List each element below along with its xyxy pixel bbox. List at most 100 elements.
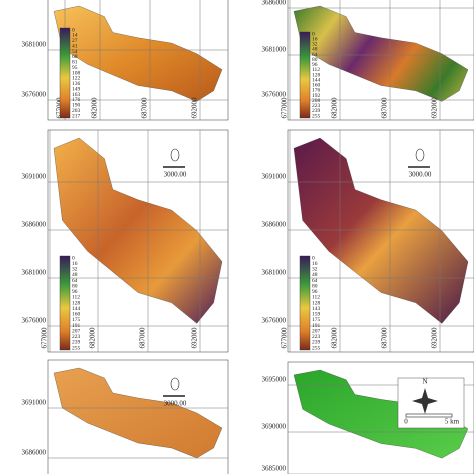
x-coordinate-label: 682000	[89, 327, 97, 349]
legend-label: 32	[72, 267, 78, 273]
legend-label: 64	[312, 52, 318, 58]
legend-label: 96	[72, 289, 78, 295]
scale-end: 5 km	[445, 418, 460, 426]
legend-label: 48	[312, 272, 318, 278]
x-coordinate-label: 692000	[191, 97, 199, 119]
x-coordinate-label: 687000	[381, 327, 389, 349]
legend-label: 16	[312, 261, 318, 267]
legend-label: 159	[312, 312, 321, 318]
legend-label: 149	[72, 86, 81, 92]
legend-label: 192	[312, 93, 321, 99]
scale-bar	[405, 413, 453, 418]
x-coordinate-label: 677000	[41, 327, 49, 349]
y-coordinate-label: 3691000	[22, 399, 47, 407]
y-coordinate-label: 3691000	[262, 173, 287, 181]
legend: 0163248648096112128144160176192208223239…	[299, 31, 321, 119]
legend-label: 0	[312, 255, 315, 261]
legend-label: 128	[312, 300, 321, 306]
x-coordinate-label: 687000	[141, 97, 149, 119]
x-coordinate-label: 687000	[381, 97, 389, 119]
legend-label: 217	[72, 113, 81, 119]
legend-label: 128	[72, 300, 81, 306]
legend-label: 223	[312, 103, 321, 109]
legend-label: 80	[312, 283, 318, 289]
legend-label: 64	[72, 278, 78, 284]
x-coordinate-label: 682000	[331, 327, 339, 349]
y-coordinate-label: 3681000	[262, 269, 287, 277]
legend-label: 160	[72, 312, 81, 318]
legend-label: 207	[72, 328, 81, 334]
legend-label: 122	[72, 76, 81, 82]
legend-label: 112	[312, 295, 320, 301]
terrain-map	[293, 5, 469, 102]
x-coordinate-label: 692000	[431, 327, 439, 349]
legend-label: 54	[72, 49, 78, 55]
north-arrow	[170, 148, 180, 162]
legend-label: 175	[72, 317, 81, 323]
legend-label: 176	[72, 97, 81, 103]
legend-label: 112	[72, 295, 80, 301]
north-arrow	[170, 377, 180, 391]
scale-label: 3000.00	[164, 171, 187, 179]
legend-label: 239	[312, 108, 321, 114]
scale-label: 3000.00	[409, 171, 432, 179]
y-coordinate-label: 3686000	[262, 221, 287, 229]
y-coordinate-label: 3676000	[262, 91, 287, 99]
legend-label: 48	[72, 272, 78, 278]
legend-label: 255	[312, 345, 321, 351]
y-coordinate-label: 3681000	[262, 46, 287, 54]
scale-label: 3000.00	[164, 400, 187, 408]
y-coordinate-label: 3686000	[22, 449, 47, 457]
legend-label: 144	[312, 77, 321, 83]
legend-label: 143	[312, 306, 321, 312]
y-coordinate-label: 3686000	[262, 0, 287, 7]
legend-label: 0	[72, 27, 75, 33]
legend-colorbar	[299, 255, 311, 351]
legend-label: 255	[312, 113, 321, 119]
legend-label: 239	[312, 340, 321, 346]
legend-label: 68	[72, 54, 78, 60]
legend-label: 208	[312, 98, 321, 104]
legend: 0163248648096112128143159175191207223239…	[299, 255, 321, 351]
legend-colorbar	[59, 255, 71, 351]
legend-label: 14	[72, 33, 78, 39]
legend-label: 255	[72, 345, 81, 351]
legend-colorbar	[59, 27, 71, 119]
x-coordinate-label: 677000	[281, 327, 289, 349]
legend-label: 95	[72, 65, 78, 71]
north-arrow	[412, 388, 438, 414]
legend-label: 80	[72, 283, 78, 289]
x-coordinate-label: 677000	[56, 97, 64, 119]
legend-label: 27	[72, 38, 78, 44]
terrain-map	[293, 137, 469, 324]
y-coordinate-label: 3685000	[262, 465, 287, 473]
north-arrow	[415, 148, 425, 162]
legend-label: 176	[312, 88, 321, 94]
legend-label: 64	[312, 278, 318, 284]
legend-label: 163	[72, 92, 81, 98]
legend-label: 0	[72, 255, 75, 261]
legend-label: 128	[312, 72, 321, 78]
legend-colorbar	[299, 31, 311, 119]
x-coordinate-label: 692000	[431, 97, 439, 119]
legend-label: 223	[72, 334, 81, 340]
legend: 0163248648096112128144160175191207223239…	[59, 255, 81, 351]
legend-label: 160	[312, 83, 321, 89]
y-coordinate-label: 3681000	[22, 269, 47, 277]
terrain-map	[53, 137, 223, 324]
legend-label: 136	[72, 81, 81, 87]
legend: 0142741546881951081221361491631761902032…	[59, 27, 81, 119]
legend-label: 108	[72, 70, 81, 76]
x-coordinate-label: 692000	[191, 327, 199, 349]
x-coordinate-label: 682000	[331, 97, 339, 119]
legend-label: 81	[72, 60, 78, 66]
legend-label: 239	[72, 340, 81, 346]
legend-label: 190	[72, 103, 81, 109]
legend-label: 0	[312, 31, 315, 37]
y-coordinate-label: 3676000	[22, 91, 47, 99]
terrain-map	[293, 369, 469, 459]
y-coordinate-label: 3695000	[262, 376, 287, 384]
legend-label: 80	[312, 57, 318, 63]
legend-label: 112	[312, 67, 320, 73]
